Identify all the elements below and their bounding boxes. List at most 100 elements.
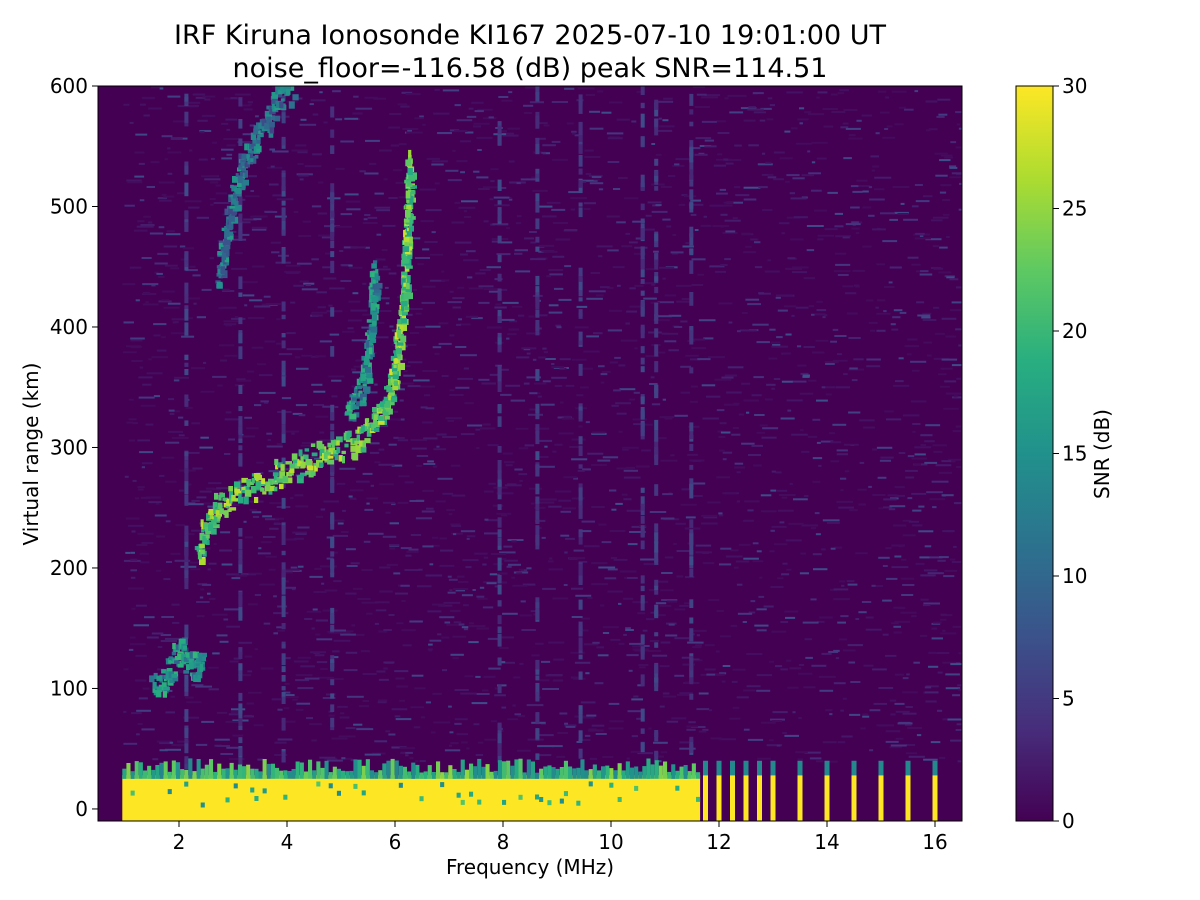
noise-speckle — [422, 370, 438, 372]
noise-speckle — [767, 176, 777, 179]
noise-speckle — [122, 283, 136, 286]
noise-speckle — [813, 568, 828, 571]
noise-speckle — [849, 509, 858, 512]
noise-speckle — [441, 636, 450, 639]
interference-line-segment — [578, 331, 583, 341]
noise-speckle — [911, 615, 917, 618]
noise-speckle — [426, 507, 434, 510]
noise-speckle — [442, 89, 460, 92]
echo-cell — [367, 329, 372, 335]
noise-speckle — [714, 378, 732, 381]
noise-speckle — [499, 551, 516, 554]
noise-speckle — [437, 132, 452, 134]
noise-speckle — [554, 385, 563, 387]
noise-speckle — [750, 600, 756, 603]
noise-speckle — [226, 573, 240, 576]
interference-line-segment — [654, 253, 659, 261]
interference-line-segment — [535, 431, 540, 445]
noise-speckle — [268, 568, 276, 571]
noise-speckle — [825, 393, 832, 396]
noise-speckle — [587, 452, 604, 455]
noise-speckle — [402, 128, 419, 130]
noise-speckle — [455, 386, 470, 389]
echo-cell — [403, 219, 410, 223]
noise-speckle — [799, 122, 803, 125]
noise-speckle — [283, 568, 300, 571]
ground-echo-fringe — [675, 770, 680, 779]
noise-speckle — [952, 694, 960, 697]
y-tick-label: 100 — [50, 676, 88, 700]
noise-speckle — [942, 199, 951, 201]
ground-echo-fringe — [555, 768, 560, 779]
noise-speckle — [447, 301, 462, 304]
interference-line-segment — [535, 451, 540, 460]
noise-speckle — [248, 572, 262, 575]
ground-echo-fringe — [592, 764, 597, 779]
noise-speckle — [297, 151, 308, 154]
noise-speckle — [760, 721, 776, 724]
noise-speckle — [564, 551, 568, 554]
noise-speckle — [626, 654, 639, 657]
noise-speckle — [489, 198, 494, 201]
echo-cell — [229, 491, 233, 499]
ground-echo-fringe — [159, 762, 164, 779]
noise-speckle — [936, 115, 945, 118]
echo-cell — [261, 478, 266, 484]
noise-speckle — [932, 444, 947, 447]
echo-cell — [285, 89, 291, 95]
noise-speckle — [408, 548, 419, 551]
noise-speckle — [340, 213, 353, 216]
noise-speckle — [331, 395, 338, 398]
ground-echo-notch — [225, 797, 230, 803]
noise-speckle — [506, 227, 510, 230]
noise-speckle — [401, 629, 416, 632]
noise-speckle — [374, 192, 384, 195]
noise-speckle — [316, 291, 327, 294]
noise-speckle — [243, 108, 253, 111]
interference-line-segment — [654, 243, 659, 248]
echo-cell — [356, 393, 361, 399]
noise-speckle — [580, 386, 589, 389]
noise-speckle — [273, 595, 277, 598]
noise-speckle — [425, 407, 435, 410]
noise-speckle — [700, 673, 707, 676]
noise-speckle — [216, 711, 228, 714]
noise-speckle — [819, 616, 833, 619]
noise-speckle — [487, 444, 499, 447]
echo-cell — [279, 471, 285, 479]
interference-line-segment — [689, 628, 694, 634]
interference-line-segment — [330, 659, 335, 664]
interference-line-segment — [689, 541, 694, 555]
noise-speckle — [435, 500, 446, 503]
ground-echo-fringe — [200, 768, 205, 779]
noise-speckle — [636, 717, 644, 720]
noise-speckle — [942, 530, 955, 533]
echo-cell — [319, 462, 324, 467]
noise-speckle — [917, 314, 931, 317]
noise-speckle — [812, 553, 822, 556]
noise-speckle — [894, 620, 911, 623]
noise-speckle — [246, 702, 254, 705]
noise-speckle — [741, 232, 751, 235]
interference-line-segment — [281, 173, 286, 178]
noise-speckle — [450, 609, 461, 612]
noise-speckle — [957, 684, 962, 687]
noise-speckle — [655, 602, 667, 605]
noise-speckle — [672, 252, 678, 255]
echo-cell — [266, 105, 271, 110]
noise-speckle — [283, 430, 300, 433]
interference-line-segment — [535, 692, 540, 702]
ground-echo-fringe — [324, 760, 329, 779]
noise-speckle — [626, 757, 630, 760]
ground-echo-notch — [200, 802, 205, 808]
echo-cell — [336, 447, 341, 453]
echo-cell — [345, 411, 352, 416]
noise-speckle — [377, 701, 387, 704]
noise-speckle — [395, 592, 408, 595]
noise-speckle — [660, 751, 668, 754]
noise-speckle — [880, 212, 896, 215]
noise-speckle — [583, 202, 596, 205]
noise-speckle — [251, 228, 267, 231]
noise-speckle — [226, 746, 242, 749]
noise-speckle — [761, 436, 777, 439]
